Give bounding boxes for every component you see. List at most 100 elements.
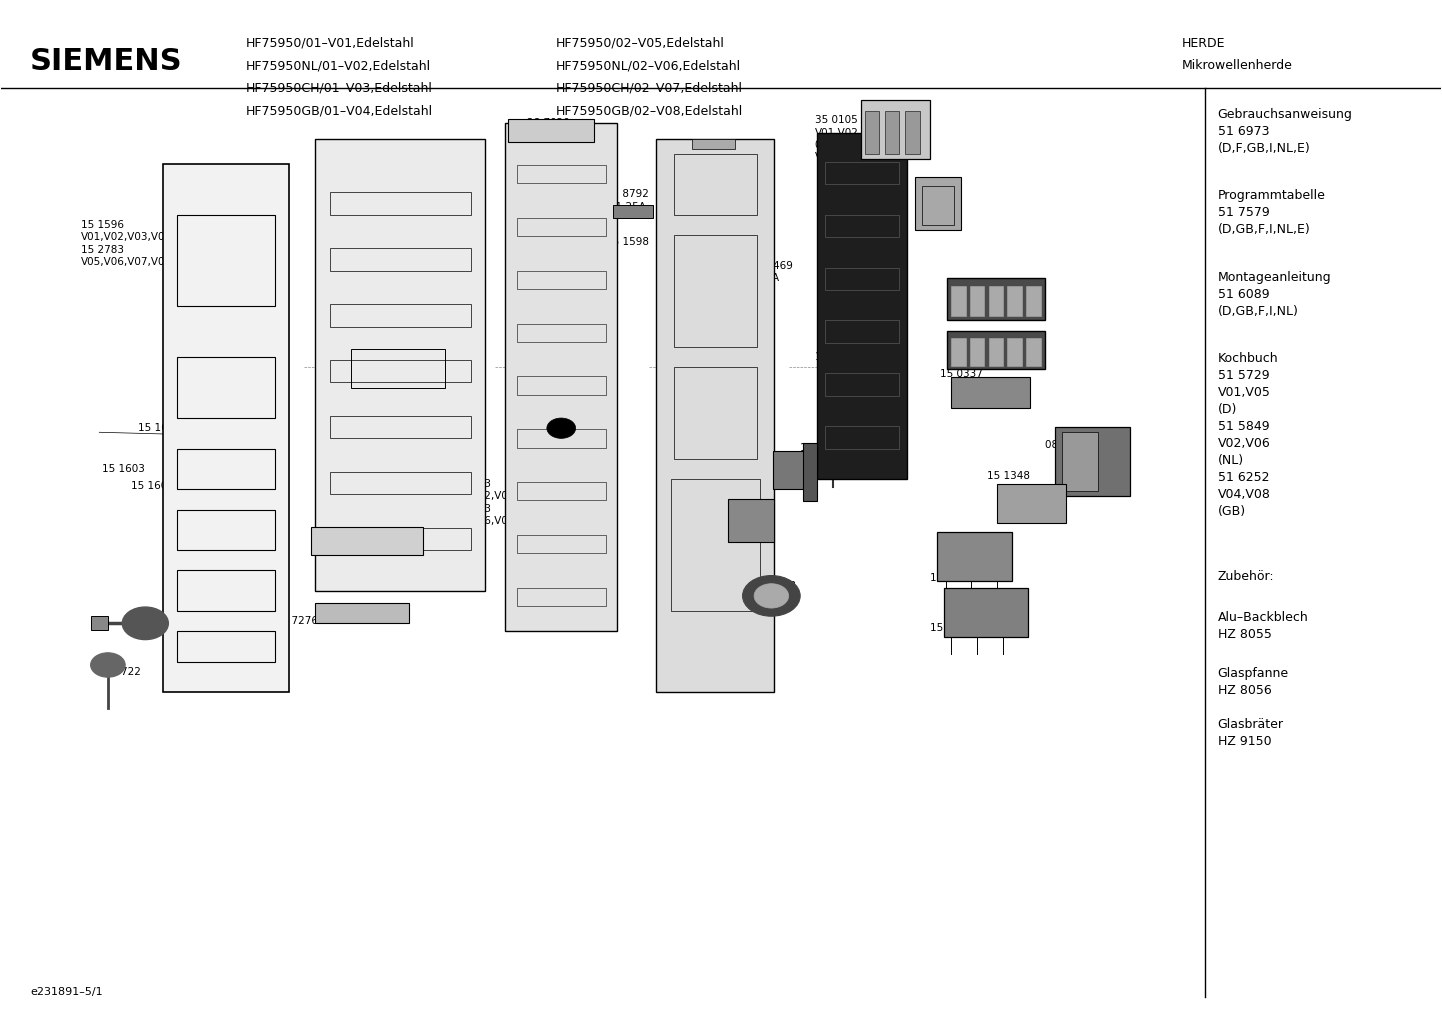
Bar — [508, 119, 594, 142]
Bar — [825, 426, 900, 448]
Text: HF75950/01–V01,Edelstahl: HF75950/01–V01,Edelstahl — [247, 37, 415, 50]
Bar — [673, 154, 757, 215]
Text: 05 7344: 05 7344 — [699, 443, 743, 453]
Bar — [773, 450, 805, 489]
Text: 15 1598: 15 1598 — [606, 237, 649, 248]
Text: 15 1591: 15 1591 — [916, 193, 959, 203]
Text: 08 7671: 08 7671 — [1045, 440, 1087, 450]
Bar — [516, 218, 606, 236]
Bar — [825, 373, 900, 395]
Text: Alu–Backblech
HZ 8055: Alu–Backblech HZ 8055 — [1217, 611, 1308, 641]
Text: HF75950CH/02–V07,Edelstahl: HF75950CH/02–V07,Edelstahl — [555, 82, 743, 95]
Bar — [311, 527, 423, 555]
Bar — [671, 479, 760, 611]
Text: HF75950NL/02–V06,Edelstahl: HF75950NL/02–V06,Edelstahl — [555, 59, 741, 72]
Text: 06 5849: 06 5849 — [189, 441, 231, 451]
Text: HF75950NL/01–V02,Edelstahl: HF75950NL/01–V02,Edelstahl — [247, 59, 431, 72]
Text: 15 1593: 15 1593 — [930, 573, 973, 583]
Text: 15 1601
kompl.: 15 1601 kompl. — [333, 443, 375, 466]
Bar — [945, 588, 1028, 637]
Circle shape — [123, 607, 169, 640]
Text: HERDE: HERDE — [1181, 37, 1226, 50]
Text: 02 9469
M10A: 02 9469 M10A — [750, 261, 793, 283]
Text: 06 9082: 06 9082 — [146, 624, 187, 634]
Bar — [673, 235, 757, 346]
Circle shape — [547, 418, 575, 438]
Bar — [825, 215, 900, 237]
Bar — [163, 164, 290, 693]
Text: 06 9722: 06 9722 — [98, 667, 141, 677]
Bar — [330, 528, 470, 550]
Text: 15 1479: 15 1479 — [707, 501, 750, 512]
Bar — [516, 165, 606, 183]
Bar — [330, 249, 470, 271]
Bar — [923, 186, 955, 225]
Bar — [989, 286, 1004, 317]
Text: 06 9298: 06 9298 — [753, 581, 796, 591]
Text: 15 0337: 15 0337 — [940, 369, 982, 379]
Bar — [330, 416, 470, 438]
Bar — [952, 337, 966, 366]
Bar — [1027, 286, 1041, 317]
Bar — [865, 111, 880, 154]
Bar — [952, 377, 1031, 408]
Bar — [516, 376, 606, 394]
Bar — [516, 535, 606, 553]
Bar — [947, 278, 1045, 321]
Bar — [818, 133, 907, 479]
Bar — [998, 484, 1067, 523]
Text: SIEMENS: SIEMENS — [30, 47, 183, 76]
Bar — [970, 286, 985, 317]
Bar — [1063, 432, 1097, 491]
Circle shape — [754, 584, 789, 608]
Bar — [516, 588, 606, 606]
Bar — [177, 215, 275, 307]
Text: 15 1350: 15 1350 — [800, 443, 844, 453]
Text: 15 1597: 15 1597 — [368, 159, 411, 169]
Bar — [970, 337, 985, 366]
Bar — [177, 632, 275, 662]
Bar — [613, 205, 653, 218]
Bar — [825, 268, 900, 290]
Circle shape — [91, 653, 125, 678]
Bar — [350, 348, 444, 387]
Text: 15 1461: 15 1461 — [930, 624, 973, 634]
Bar — [1056, 427, 1129, 496]
Text: 15 1596
V01,V02,V03,V04
15 2783
V05,V06,V07,V08: 15 1596 V01,V02,V03,V04 15 2783 V05,V06,… — [81, 220, 172, 267]
Bar — [656, 139, 774, 693]
Text: Gebrauchsanweisung
51 6973
(D,F,GB,I,NL,E): Gebrauchsanweisung 51 6973 (D,F,GB,I,NL,… — [1217, 108, 1353, 155]
Bar — [177, 510, 275, 550]
Bar — [673, 367, 757, 459]
Bar — [1008, 337, 1022, 366]
Bar — [952, 286, 966, 317]
Bar — [861, 100, 930, 159]
Text: 28 7276: 28 7276 — [275, 616, 317, 627]
Text: 15 1602: 15 1602 — [131, 481, 174, 491]
Text: 15 1592: 15 1592 — [966, 278, 1008, 287]
Text: 15 1602: 15 1602 — [138, 423, 182, 433]
Text: Zubehör:: Zubehör: — [1217, 571, 1275, 584]
Text: HF75950/02–V05,Edelstahl: HF75950/02–V05,Edelstahl — [555, 37, 724, 50]
Text: 28 7273
V01,V02,V03,V04
28 8283
V05,V06,V07,V08: 28 7273 V01,V02,V03,V04 28 8283 V05,V06,… — [447, 479, 539, 526]
Text: Mikrowellenherde: Mikrowellenherde — [1181, 59, 1292, 72]
Text: 15 1603: 15 1603 — [102, 464, 146, 474]
Bar — [692, 139, 735, 149]
Bar — [885, 111, 900, 154]
Bar — [989, 337, 1004, 366]
Bar — [316, 139, 485, 591]
Text: HF75950CH/01–V03,Edelstahl: HF75950CH/01–V03,Edelstahl — [247, 82, 433, 95]
Bar — [330, 305, 470, 326]
Bar — [177, 571, 275, 611]
Bar — [1008, 286, 1022, 317]
Bar — [516, 271, 606, 289]
Text: 15 1600: 15 1600 — [167, 400, 209, 411]
Bar — [1027, 337, 1041, 366]
Bar — [91, 616, 108, 631]
Bar — [516, 429, 606, 447]
Text: 15 1594: 15 1594 — [311, 528, 353, 538]
Text: Programmtabelle
51 7579
(D,GB,F,I,NL,E): Programmtabelle 51 7579 (D,GB,F,I,NL,E) — [1217, 190, 1325, 236]
Text: Glasbräter
HZ 9150: Glasbräter HZ 9150 — [1217, 717, 1283, 748]
Bar — [330, 193, 470, 215]
Bar — [906, 111, 920, 154]
Text: Montageanleitung
51 6089
(D,GB,F,I,NL): Montageanleitung 51 6089 (D,GB,F,I,NL) — [1217, 271, 1331, 318]
